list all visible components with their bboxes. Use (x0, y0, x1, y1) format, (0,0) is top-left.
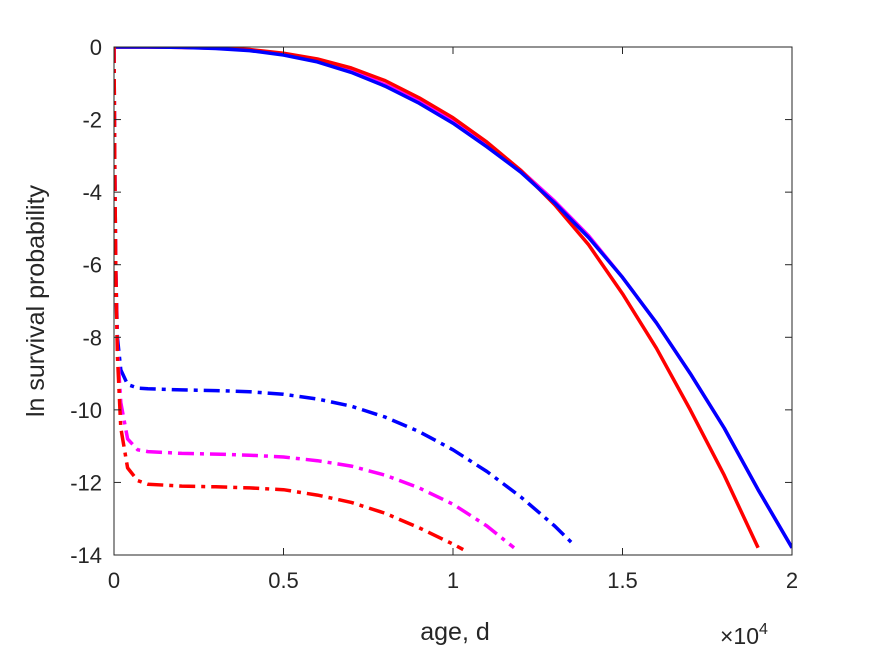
y-tick-label: -4 (82, 180, 102, 205)
y-axis-label: ln survival probability (22, 184, 50, 417)
series-line-5-dashdot (114, 47, 465, 552)
tick-layer: 0 0.5 1 1.5 2 0 -2 -4 -6 -8 -10 -12 -14 (70, 35, 798, 593)
series-line-1-solid (114, 47, 760, 549)
x-axis-exponent: ×104 (720, 621, 768, 649)
series-line-3-dashdot (114, 47, 577, 548)
y-tick-label: 0 (90, 35, 102, 60)
y-tick-label: -8 (82, 325, 102, 350)
x-tick-label: 1 (447, 568, 459, 593)
y-tick-label: -10 (70, 398, 102, 423)
series-layer (114, 47, 792, 552)
x-axis-exponent-power: 4 (759, 621, 768, 638)
x-tick-label: 1.5 (607, 568, 638, 593)
y-tick-label: -12 (70, 470, 102, 495)
x-tick-label: 2 (786, 568, 798, 593)
x-tick-label: 0 (108, 568, 120, 593)
x-axis-label: age, d (420, 618, 490, 646)
x-tick-label: 0.5 (268, 568, 299, 593)
y-tick-label: -2 (82, 108, 102, 133)
series-line-2-solid (114, 47, 792, 549)
y-tick-label: -6 (82, 253, 102, 278)
y-tick-label: -14 (70, 543, 102, 568)
x-axis-exponent-base: ×10 (720, 623, 759, 649)
